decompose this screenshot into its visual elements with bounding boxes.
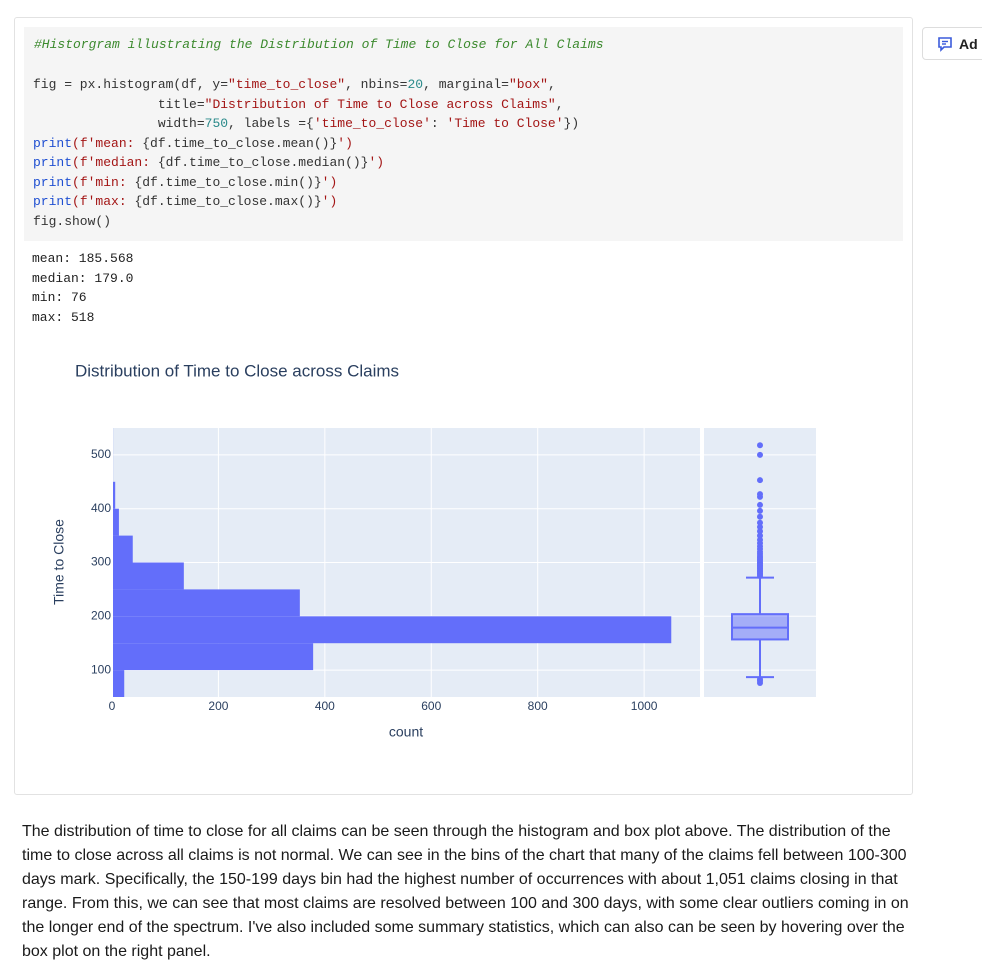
x-tick-label: 1000 — [631, 699, 658, 713]
output-line: min: 76 — [32, 290, 87, 305]
code-token: {df.time_to_close.max()} — [134, 194, 322, 209]
code-token: , — [547, 77, 556, 92]
histogram-bar — [112, 535, 133, 563]
code-token: title= — [33, 96, 205, 112]
outlier-point — [757, 501, 763, 508]
output-line: mean: 185.568 — [32, 251, 134, 266]
code-token: (f'mean: — [72, 135, 143, 151]
histogram-bar — [112, 589, 300, 617]
add-comment-button[interactable]: Ad — [922, 27, 982, 60]
outlier-point — [757, 523, 763, 530]
chart-title: Distribution of Time to Close across Cla… — [75, 361, 399, 380]
y-tick-label: 100 — [91, 662, 111, 676]
outlier-point — [757, 451, 763, 458]
x-axis-title: count — [389, 724, 423, 740]
outlier-point — [757, 676, 763, 683]
histogram-bar — [112, 643, 314, 671]
y-axis-title: Time to Close — [51, 519, 67, 605]
outlier-point — [757, 513, 763, 520]
code-token: width= — [33, 116, 205, 131]
cell-output: mean: 185.568 median: 179.0 min: 76 max: 51… — [32, 249, 133, 327]
code-token: ') — [368, 155, 385, 170]
x-tick-label: 400 — [315, 699, 335, 713]
x-tick-label: 200 — [208, 699, 228, 713]
analysis-text: The distribution of time to close for al… — [22, 823, 909, 960]
outlier-point — [757, 477, 763, 484]
code-line: print(f'min: {df.time_to_close.min()}') — [33, 173, 579, 193]
code-line: title="Distribution of Time to Close acr… — [33, 95, 579, 115]
outlier-point — [757, 442, 763, 449]
code-token: 'Time to Close' — [446, 116, 564, 131]
code-token: 'time_to_close' — [313, 116, 431, 131]
code-token: 20 — [407, 77, 424, 92]
code-token: {df.time_to_close.median()} — [157, 155, 369, 170]
code-token: fig = px.histogram(df, y= — [33, 77, 229, 92]
code-token: , nbins= — [345, 77, 408, 92]
y-tick-label: 200 — [91, 608, 111, 622]
button-label[interactable]: Ad — [959, 35, 978, 52]
outlier-point — [757, 528, 763, 535]
code-token: print — [33, 155, 73, 170]
code-token: {df.time_to_close.min()} — [134, 174, 322, 190]
code-token: 750 — [204, 116, 229, 131]
code-token: (f'median: — [72, 155, 158, 170]
code-token: ') — [321, 174, 338, 190]
code-token: print — [33, 135, 73, 151]
histogram-bar — [112, 562, 184, 590]
code-token: fig.show() — [33, 213, 112, 229]
histogram-bar — [112, 481, 116, 509]
chart: Distribution of Time to Close across Cla… — [51, 361, 816, 740]
x-tick-label: 800 — [528, 699, 548, 713]
code-token: print — [33, 194, 73, 209]
y-tick-label: 300 — [91, 555, 111, 569]
code-token: "time_to_close" — [228, 77, 346, 92]
x-tick-label: 600 — [421, 699, 441, 713]
code-line: width=750, labels ={'time_to_close': 'Ti… — [33, 114, 579, 134]
code-token: "box" — [508, 77, 548, 92]
code-comment: #Historgram illustrating the Distributio… — [34, 37, 604, 52]
outlier-point — [757, 536, 763, 543]
code-token: ') — [321, 194, 338, 209]
outlier-point — [757, 532, 763, 539]
y-tick-label: 400 — [91, 501, 111, 515]
code-line: print(f'max: {df.time_to_close.max()}') — [33, 192, 579, 212]
notebook-cell — [14, 17, 913, 795]
histogram-bar — [112, 508, 119, 536]
code-token: "Distribution of Time to Close across Cl… — [204, 96, 556, 112]
code-token: (f'min: — [72, 174, 135, 190]
outlier-point — [757, 519, 763, 526]
output-line: median: 179.0 — [32, 270, 134, 286]
comment-icon — [938, 36, 952, 52]
histogram-bar — [112, 616, 672, 644]
code-token: print — [33, 174, 73, 190]
y-tick-label: 500 — [91, 447, 111, 461]
code-token: ') — [337, 135, 353, 151]
code-token: , marginal= — [423, 77, 509, 92]
code-line: fig.show() — [33, 212, 579, 232]
x-tick-label: 0 — [109, 699, 116, 713]
code-token: , — [555, 96, 564, 112]
code-block[interactable] — [24, 27, 903, 241]
code-token: , labels ={ — [228, 116, 314, 131]
code-token: }) — [563, 116, 580, 131]
code-line: print(f'mean: {df.time_to_close.mean()}'… — [33, 134, 579, 154]
code-token: (f'max: — [72, 194, 135, 209]
outlier-point — [757, 491, 763, 498]
outlier-point — [757, 507, 763, 514]
code-token: {df.time_to_close.mean()} — [142, 135, 338, 151]
code-line: fig = px.histogram(df, y="time_to_close"… — [33, 75, 579, 95]
code-line: print(f'median: {df.time_to_close.median… — [33, 153, 579, 173]
output-line: max: 518 — [32, 309, 95, 325]
histogram-bar — [112, 670, 125, 697]
code-lines: fig = px.histogram(df, y="time_to_close"… — [33, 75, 579, 231]
code-token: : — [430, 116, 447, 131]
